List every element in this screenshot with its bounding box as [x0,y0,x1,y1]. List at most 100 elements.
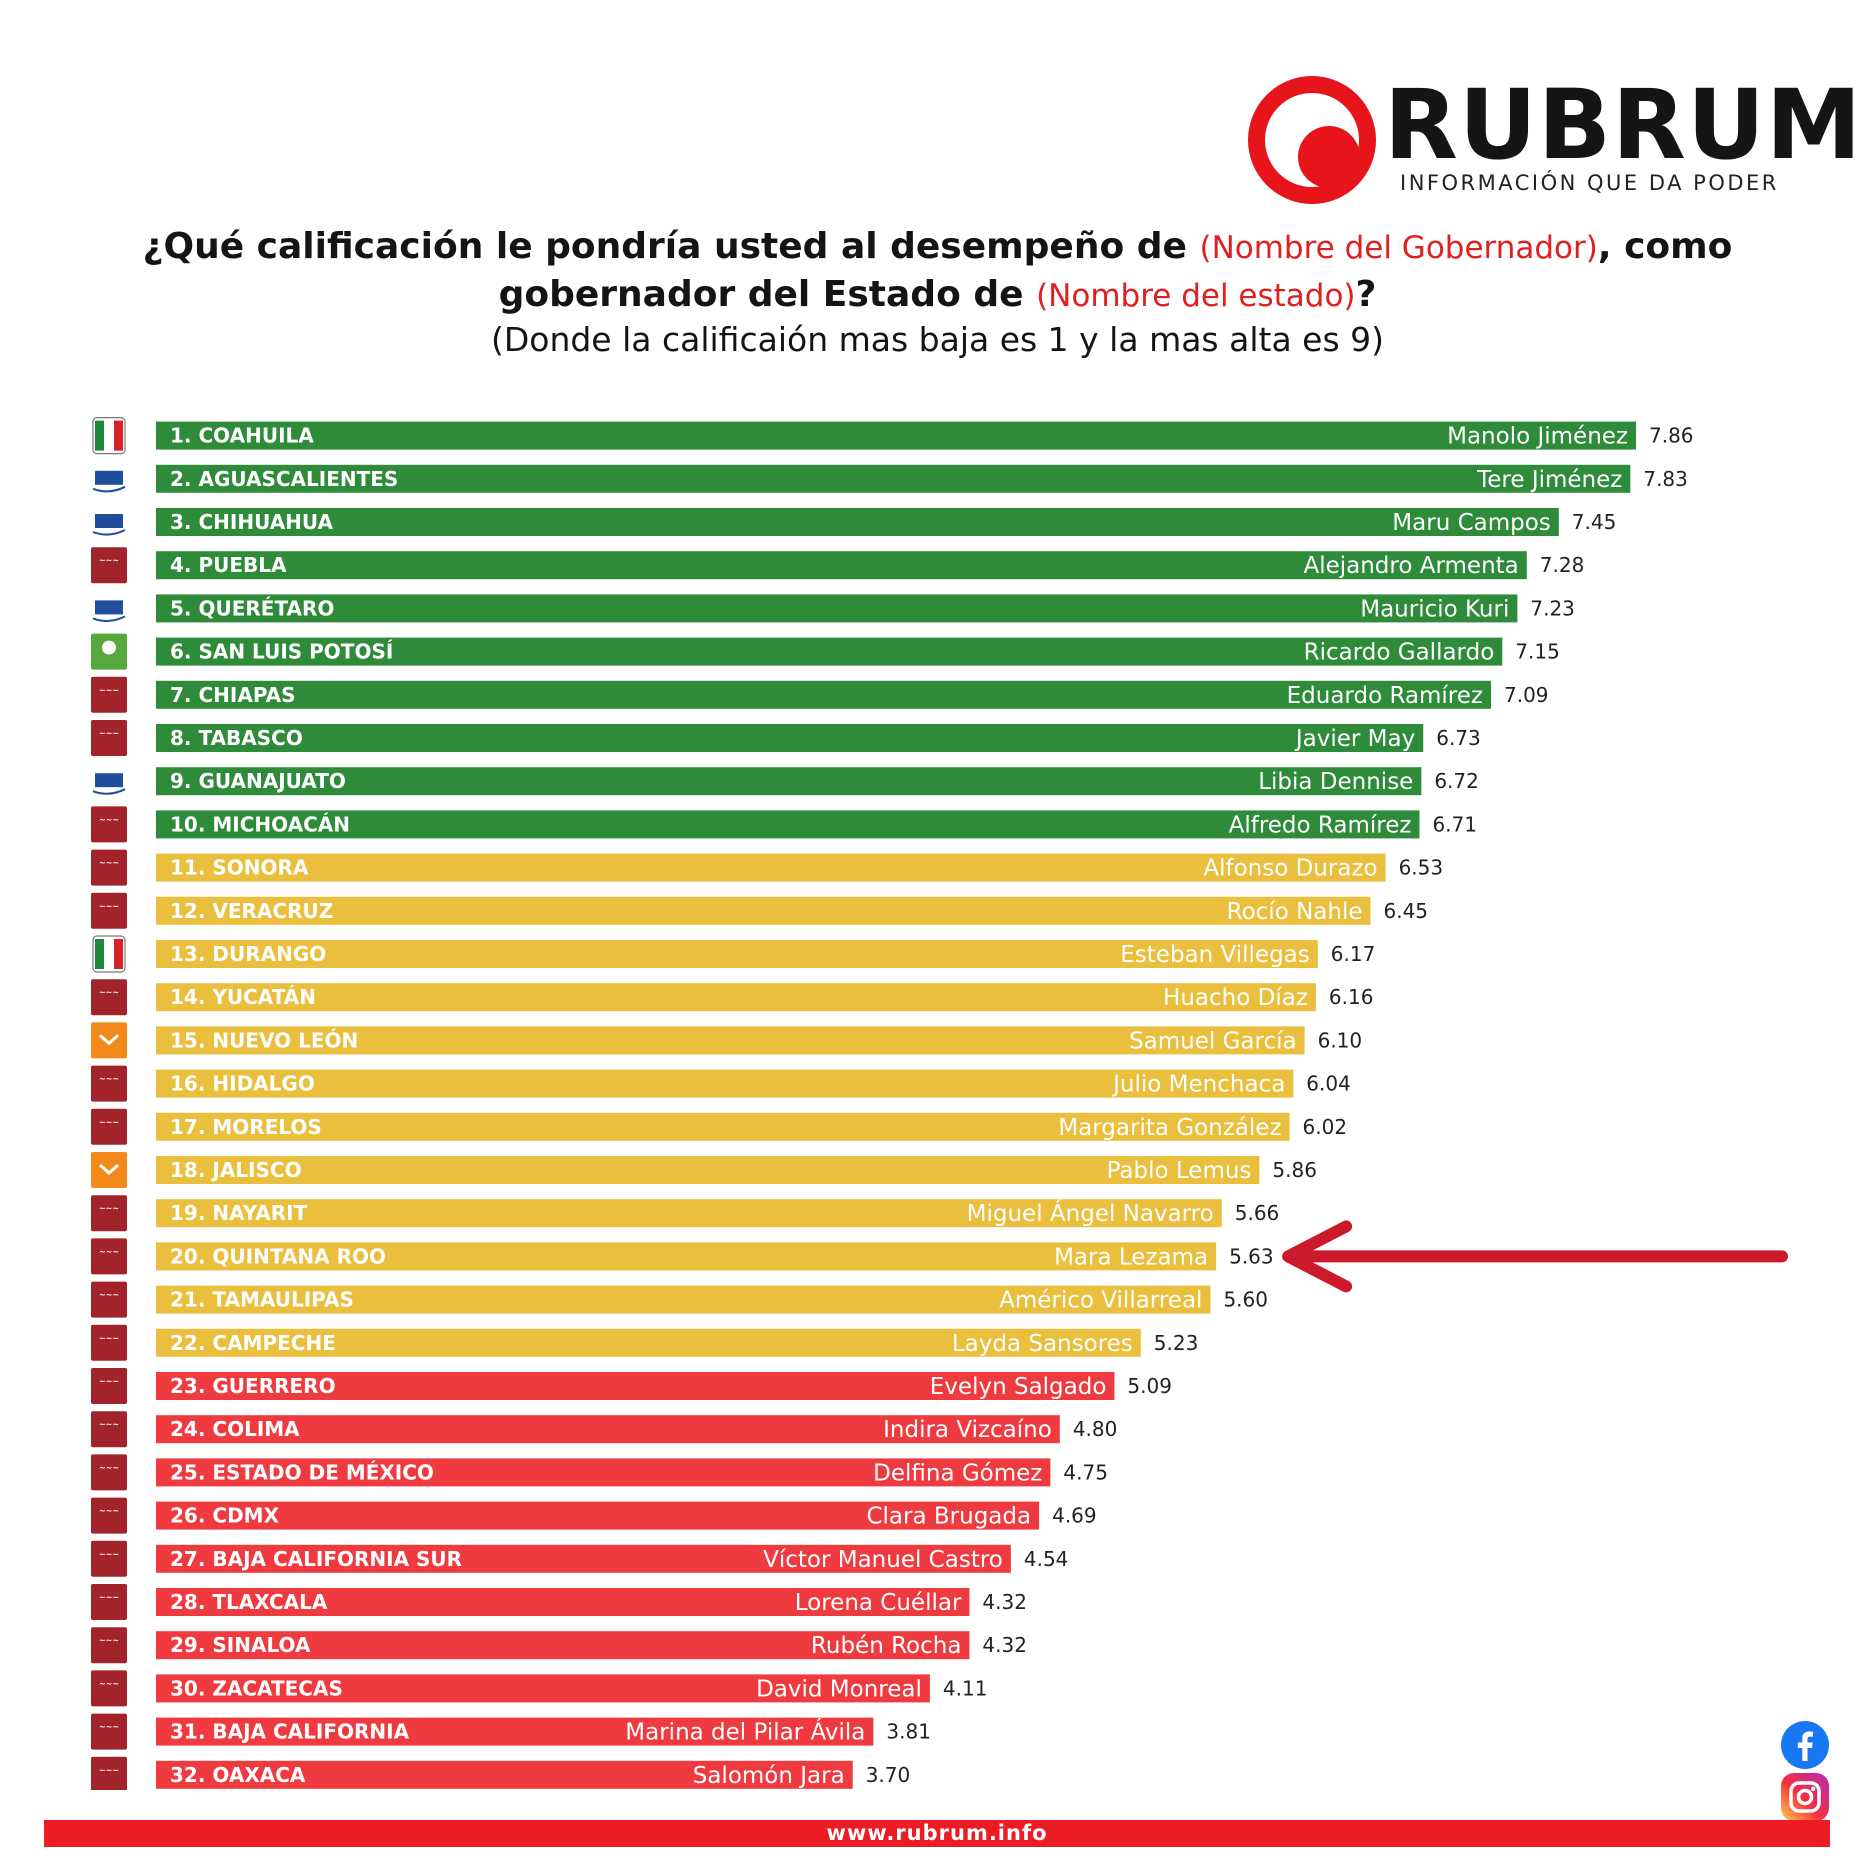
morena-badge-mark: ~~~ [99,988,119,997]
chart-subtitle: (Donde la calificaión mas baja es 1 y la… [490,320,1385,359]
bar-state-label: 9. GUANAJUATO [170,769,346,793]
bar-value-label: 6.04 [1306,1072,1351,1096]
logo-target-icon [1248,76,1376,204]
bar-state-label: 23. GUERRERO [170,1374,336,1398]
pri-badge-green [95,939,104,969]
bar [156,1631,970,1660]
title-highlight-governor: (Nombre del Gobernador) [1199,230,1598,266]
bar-value-label: 7.28 [1540,553,1585,577]
bar-state-label: 6. SAN LUIS POTOSÍ [170,640,393,664]
bar-governor-label: Mauricio Kuri [1360,596,1509,622]
pan-badge-swoosh [92,529,126,536]
party-logo-verde-icon [91,633,127,670]
bar-state-label: 27. BAJA CALIFORNIA SUR [170,1547,462,1571]
bar-governor-label: Margarita González [1058,1115,1281,1141]
bar-state-label: 10. MICHOACÁN [170,812,350,836]
pan-badge-swoosh [92,615,126,622]
morena-badge [91,1584,127,1620]
bar-governor-label: Esteban Villegas [1120,942,1310,968]
bar-state-label: 13. DURANGO [170,942,326,966]
morena-badge [91,547,127,584]
bar-value-label: 6.17 [1331,942,1376,966]
instagram-icon[interactable] [1780,1772,1830,1822]
bar-governor-label: Mara Lezama [1054,1244,1208,1270]
bar-governor-label: Alfonso Durazo [1203,856,1377,882]
bar [156,464,1631,493]
bar-value-label: 7.23 [1530,596,1575,620]
verde-badge-mark [102,640,116,655]
party-logo-morena-icon: ~~~ [91,1670,127,1707]
bar [156,1026,1305,1055]
party-logo-morena-icon: ~~~ [91,1627,127,1664]
title-text-2: , como [1597,226,1733,267]
party-logo-morena-icon: ~~~ [91,849,127,886]
bar-governor-label: Alejandro Armenta [1303,553,1518,579]
bar-value-label: 3.81 [886,1720,931,1744]
morena-badge [91,1324,127,1361]
morena-badge [91,1108,127,1145]
bar-governor-label: Manolo Jiménez [1447,424,1628,450]
logo-target-dot [1298,126,1360,188]
morena-badge-mark: ~~~ [99,1118,119,1127]
bar-value-label: 5.23 [1154,1331,1199,1355]
bar [156,1328,1141,1357]
party-logo-morena-icon: ~~~ [91,806,127,843]
bar-governor-label: Javier May [1294,726,1415,752]
bar [156,1458,1051,1487]
bar-value-label: 4.69 [1052,1504,1097,1528]
bar-value-label: 5.86 [1272,1158,1317,1182]
bar-governor-label: Maru Campos [1392,510,1551,536]
social-links [1778,1720,1832,1822]
bar-governor-label: Ricardo Gallardo [1304,640,1495,666]
bar [156,1156,1260,1184]
bar [156,1544,1011,1573]
pan-badge-block [95,773,123,788]
party-logo-pan-icon [91,504,127,540]
morena-badge [91,1281,127,1318]
morena-badge [91,1756,127,1790]
footer-url-link[interactable]: www.rubrum.info [826,1821,1048,1845]
bar-governor-label: Huacho Díaz [1163,985,1308,1011]
party-logo-morena-icon: ~~~ [91,1454,127,1491]
morena-badge [91,1454,127,1491]
bar-governor-label: Salomón Jara [693,1763,845,1789]
party-logo-pan-icon [91,590,127,627]
bar-state-label: 11. SONORA [170,856,309,880]
bar-governor-label: Pablo Lemus [1107,1158,1252,1184]
bar-value-label: 7.83 [1643,467,1688,491]
morena-badge-mark: ~~~ [99,815,119,824]
bar [156,1674,930,1703]
party-logo-morena-icon: ~~~ [91,1281,127,1318]
morena-badge-mark: ~~~ [99,1291,119,1300]
bar-value-label: 5.63 [1229,1244,1274,1268]
bar-value-label: 4.75 [1063,1460,1108,1484]
morena-badge-mark: ~~~ [99,859,119,868]
bar-state-label: 19. NAYARIT [170,1201,308,1225]
morena-badge [91,1368,127,1404]
facebook-icon[interactable] [1780,1720,1830,1770]
bar-governor-label: Delfina Gómez [873,1460,1042,1486]
bar-state-label: 7. CHIAPAS [170,683,296,707]
brand-tagline: INFORMACIÓN QUE DA PODER [1400,171,1779,195]
morena-badge [91,849,127,886]
morena-badge [91,806,127,843]
bar-governor-label: Víctor Manuel Castro [763,1547,1003,1573]
bar-state-label: 1. COAHUILA [170,424,314,448]
morena-badge-mark: ~~~ [99,1766,119,1775]
governor-rating-chart: 1. COAHUILA Manolo Jiménez 7.86 2. AGUASCAL… [91,417,1788,1790]
bar-state-label: 16. HIDALGO [170,1072,315,1096]
morena-badge-mark: ~~~ [99,1550,119,1559]
chart-title-line-1: ¿Qué calificación le pondría usted al de… [0,226,1875,267]
bar [156,767,1422,796]
morena-badge [91,1065,127,1102]
bar [156,1588,970,1616]
bar-value-label: 5.60 [1223,1288,1268,1312]
bar [156,983,1316,1012]
bar-state-label: 15. NUEVO LEÓN [170,1028,358,1052]
party-logo-pan-icon [91,763,127,800]
title-text-4: ? [1355,274,1377,315]
morena-badge-mark: ~~~ [99,1463,119,1472]
chart-title-line-2: gobernador del Estado de (Nombre del est… [0,274,1875,315]
bar-value-label: 6.45 [1384,899,1429,923]
bar [156,1069,1294,1098]
